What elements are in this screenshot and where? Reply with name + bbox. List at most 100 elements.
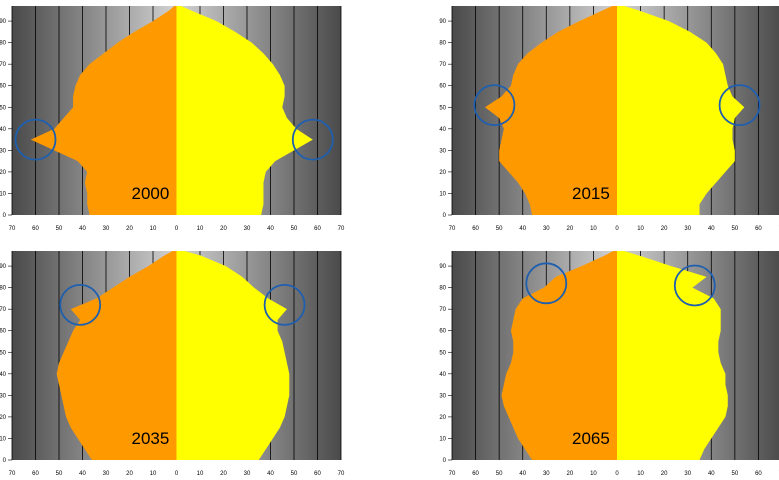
x-tick-label: 60 bbox=[755, 226, 762, 232]
highlight-circle-female bbox=[673, 264, 716, 307]
x-tick-label: 20 bbox=[220, 471, 227, 477]
x-tick-label: 10 bbox=[150, 226, 157, 232]
y-tick-label: 70 bbox=[0, 307, 7, 313]
y-tick-label: 40 bbox=[0, 127, 7, 133]
x-tick-label: 60 bbox=[472, 226, 479, 232]
y-tick-label: 0 bbox=[3, 458, 7, 464]
x-tick-label: 30 bbox=[684, 226, 691, 232]
pyramid-panel-2015: 0 10 20 30 40 50 60 70 80 90 70 60 50 40 30 20 10 0 10 20 30… bbox=[439, 6, 779, 232]
y-tick-label: 10 bbox=[439, 191, 446, 197]
x-tick-label: 70 bbox=[338, 471, 345, 477]
year-label: 2035 bbox=[132, 429, 170, 448]
x-tick-label: 10 bbox=[590, 471, 597, 477]
x-tick-label: 50 bbox=[56, 471, 63, 477]
y-tick-label: 90 bbox=[439, 19, 446, 25]
y-tick-label: 20 bbox=[439, 415, 446, 421]
y-tick-label: 0 bbox=[3, 213, 7, 219]
x-tick-label: 40 bbox=[519, 226, 526, 232]
x-tick-label: 20 bbox=[220, 226, 227, 232]
year-label: 2065 bbox=[572, 429, 610, 448]
x-tick-label: 30 bbox=[543, 226, 550, 232]
y-tick-label: 30 bbox=[0, 148, 7, 154]
pyramid-panel-2065: 0 10 20 30 40 50 60 70 80 90 70 60 50 40 30 20 10 0 10 20 30… bbox=[439, 251, 779, 477]
y-tick-label: 0 bbox=[443, 458, 447, 464]
y-tick-label: 30 bbox=[439, 148, 446, 154]
x-tick-label: 40 bbox=[79, 471, 86, 477]
y-tick-label: 60 bbox=[439, 84, 446, 90]
x-tick-label: 20 bbox=[567, 226, 574, 232]
x-tick-label: 40 bbox=[267, 226, 274, 232]
y-tick-label: 40 bbox=[0, 372, 7, 378]
y-tick-label: 80 bbox=[439, 286, 446, 292]
y-tick-label: 70 bbox=[439, 307, 446, 313]
x-tick-label: 30 bbox=[103, 471, 110, 477]
x-tick-label: 60 bbox=[32, 471, 39, 477]
y-tick-label: 40 bbox=[439, 127, 446, 133]
x-tick-label: 0 bbox=[175, 226, 179, 232]
x-tick-label: 50 bbox=[291, 226, 298, 232]
x-tick-label: 0 bbox=[615, 226, 619, 232]
y-tick-label: 20 bbox=[439, 170, 446, 176]
x-tick-label: 70 bbox=[449, 471, 456, 477]
y-tick-label: 80 bbox=[0, 286, 7, 292]
y-tick-label: 90 bbox=[439, 264, 446, 270]
y-tick-label: 10 bbox=[0, 191, 7, 197]
x-tick-label: 30 bbox=[543, 471, 550, 477]
x-tick-label: 0 bbox=[175, 471, 179, 477]
y-tick-label: 40 bbox=[439, 372, 446, 378]
pyramid-panel-2000: 0 10 20 30 40 50 60 70 80 90 70 60 50 40 30 20 10 0 10 20 30… bbox=[0, 6, 345, 232]
x-tick-label: 10 bbox=[637, 471, 644, 477]
y-tick-label: 60 bbox=[439, 329, 446, 335]
female-area bbox=[176, 6, 313, 215]
x-tick-label: 10 bbox=[197, 471, 204, 477]
x-tick-label: 40 bbox=[267, 471, 274, 477]
x-tick-label: 10 bbox=[637, 226, 644, 232]
x-tick-label: 40 bbox=[519, 471, 526, 477]
x-tick-label: 20 bbox=[126, 226, 133, 232]
highlight-circle-male bbox=[525, 262, 568, 305]
x-tick-label: 30 bbox=[684, 471, 691, 477]
pyramid-panel-2035: 0 10 20 30 40 50 60 70 80 90 70 60 50 40 30 20 10 0 10 20 30… bbox=[0, 251, 345, 477]
y-tick-label: 0 bbox=[443, 213, 447, 219]
x-tick-label: 70 bbox=[338, 226, 345, 232]
highlight-circle-female bbox=[718, 84, 761, 127]
x-tick-label: 50 bbox=[56, 226, 63, 232]
x-tick-label: 20 bbox=[567, 471, 574, 477]
x-tick-label: 30 bbox=[103, 226, 110, 232]
y-tick-label: 90 bbox=[0, 19, 7, 25]
year-label: 2000 bbox=[132, 184, 170, 203]
male-area bbox=[56, 251, 177, 460]
y-tick-label: 30 bbox=[0, 393, 7, 399]
y-tick-label: 30 bbox=[439, 393, 446, 399]
female-area bbox=[617, 251, 728, 460]
female-area bbox=[617, 6, 745, 215]
highlight-circle-male bbox=[14, 118, 57, 161]
highlight-circle-male bbox=[59, 283, 102, 326]
y-tick-label: 50 bbox=[439, 350, 446, 356]
y-tick-label: 10 bbox=[439, 436, 446, 442]
x-tick-label: 60 bbox=[314, 226, 321, 232]
highlight-circle-male bbox=[473, 84, 516, 127]
y-tick-label: 80 bbox=[439, 41, 446, 47]
x-tick-label: 40 bbox=[79, 226, 86, 232]
x-tick-label: 0 bbox=[615, 471, 619, 477]
x-tick-label: 60 bbox=[472, 471, 479, 477]
y-tick-label: 80 bbox=[0, 41, 7, 47]
x-tick-label: 50 bbox=[496, 471, 503, 477]
x-tick-label: 60 bbox=[32, 226, 39, 232]
y-tick-label: 20 bbox=[0, 415, 7, 421]
x-tick-label: 60 bbox=[755, 471, 762, 477]
x-tick-label: 10 bbox=[150, 471, 157, 477]
x-tick-label: 20 bbox=[661, 226, 668, 232]
x-tick-label: 70 bbox=[9, 226, 16, 232]
male-area bbox=[485, 6, 617, 215]
x-tick-label: 70 bbox=[9, 471, 16, 477]
x-tick-label: 10 bbox=[590, 226, 597, 232]
y-tick-label: 50 bbox=[0, 350, 7, 356]
female-area bbox=[176, 251, 290, 460]
y-tick-label: 20 bbox=[0, 170, 7, 176]
x-tick-label: 10 bbox=[197, 226, 204, 232]
x-tick-label: 50 bbox=[291, 471, 298, 477]
x-tick-label: 50 bbox=[732, 471, 739, 477]
